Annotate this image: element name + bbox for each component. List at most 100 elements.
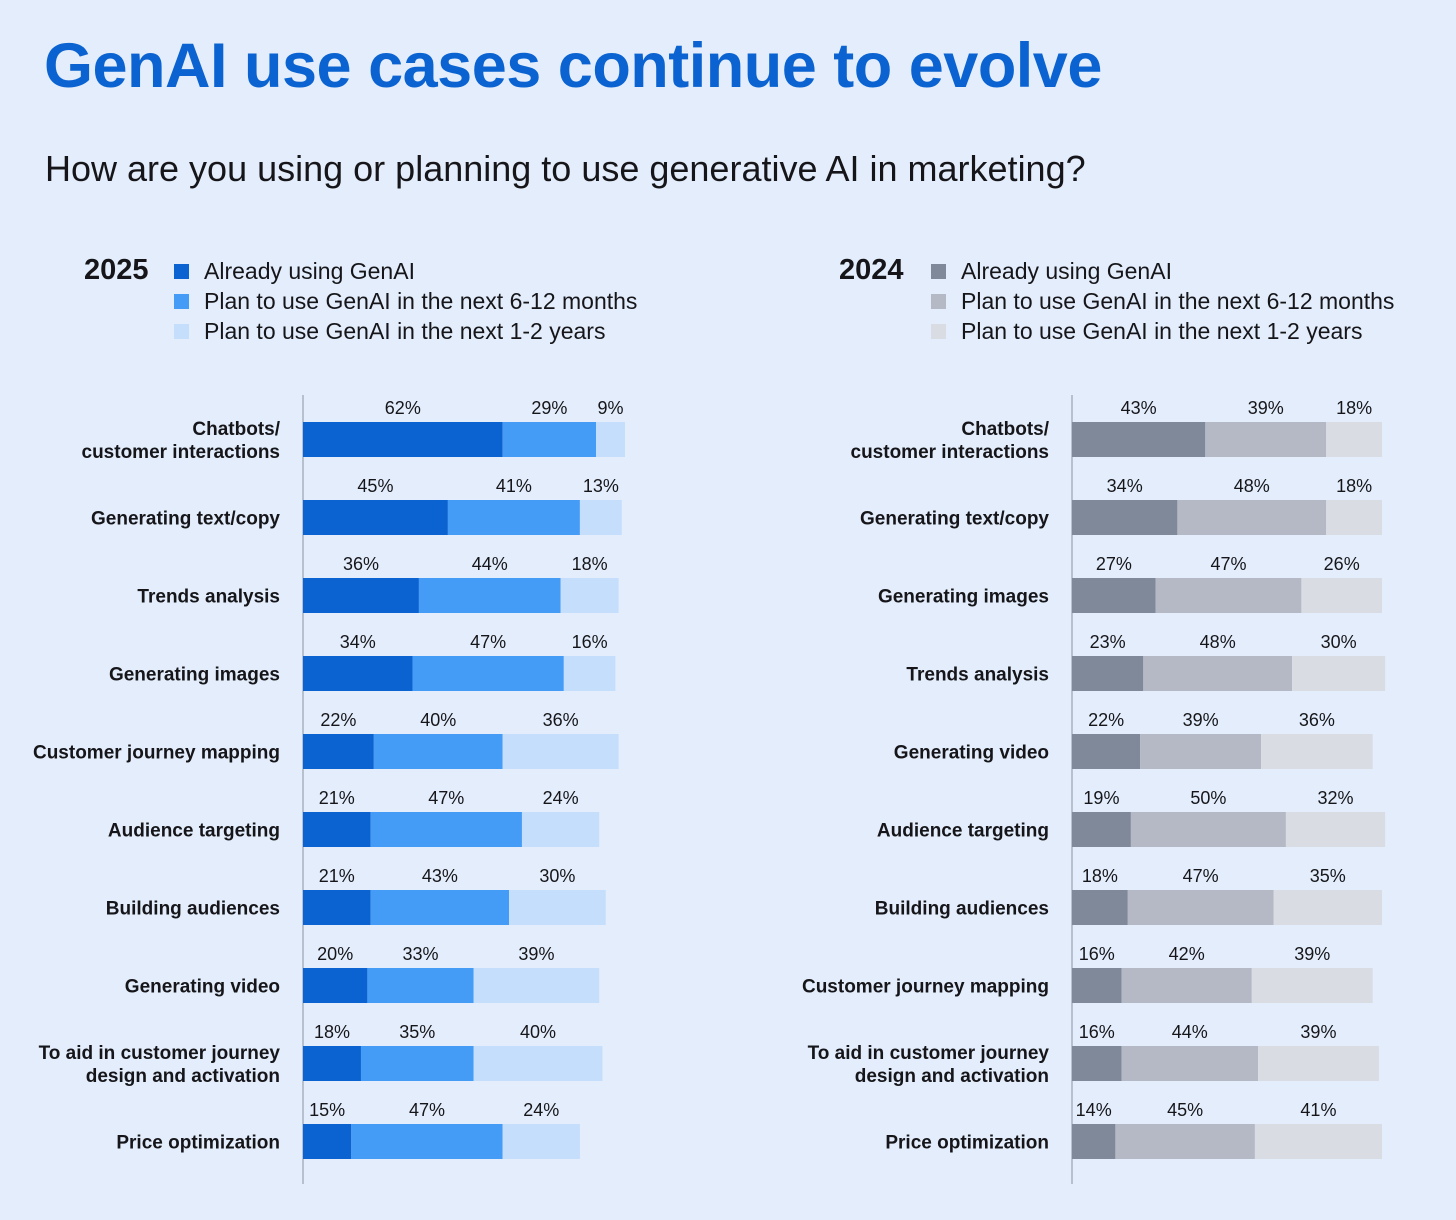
data-label: 29%	[531, 398, 567, 418]
data-label: 47%	[409, 1100, 445, 1120]
data-label: 24%	[523, 1100, 559, 1120]
category-label: Generating video	[125, 977, 280, 998]
bar-segment	[1072, 1124, 1116, 1159]
category-label: Customer journey mapping	[33, 743, 280, 764]
bar-segment	[303, 422, 503, 457]
data-label: 47%	[1183, 866, 1219, 886]
category-label: Generating images	[878, 587, 1049, 608]
year-label-2025: 2025	[84, 254, 149, 286]
data-label: 43%	[1121, 398, 1157, 418]
category-label: Building audiences	[875, 899, 1049, 920]
bar-segment	[367, 968, 474, 1003]
category-label: Audience targeting	[108, 821, 280, 842]
data-label: 20%	[317, 944, 353, 964]
data-label: 45%	[1167, 1100, 1203, 1120]
legend-swatch	[174, 323, 189, 339]
bar-segment	[1301, 578, 1382, 613]
category-label: Generating text/copy	[91, 509, 280, 530]
legend-label: Already using GenAI	[961, 257, 1172, 284]
legend-swatch	[174, 293, 189, 309]
legend-swatch	[174, 263, 189, 279]
data-label: 30%	[539, 866, 575, 886]
data-label: 43%	[422, 866, 458, 886]
data-label: 40%	[520, 1022, 556, 1042]
data-label: 18%	[1336, 476, 1372, 496]
legend-item: Already using GenAI	[174, 256, 637, 286]
data-label: 9%	[598, 398, 624, 418]
bar-segment	[1251, 968, 1373, 1003]
data-label: 39%	[1294, 944, 1330, 964]
data-label: 18%	[314, 1022, 350, 1042]
bar-segment	[303, 500, 448, 535]
legend-swatch	[931, 293, 946, 309]
category-label: Trends analysis	[137, 587, 280, 608]
legend-item: Plan to use GenAI in the next 6-12 month…	[174, 286, 637, 316]
bar-segment	[1205, 422, 1327, 457]
page-title: GenAI use cases continue to evolve	[44, 31, 1102, 101]
bar-segment	[1155, 578, 1302, 613]
bar-segment	[473, 968, 600, 1003]
bar-segment	[509, 890, 606, 925]
data-label: 36%	[343, 554, 379, 574]
bar-segment	[1326, 422, 1382, 457]
data-label: 34%	[1107, 476, 1143, 496]
legend-label: Already using GenAI	[204, 257, 415, 284]
bar-segment	[1072, 422, 1206, 457]
bar-segment	[1072, 812, 1131, 847]
bar-segment	[303, 968, 368, 1003]
data-label: 21%	[319, 788, 355, 808]
bar-segment	[360, 1046, 474, 1081]
data-label: 16%	[1079, 944, 1115, 964]
category-label: To aid in customer journey design and act…	[808, 1043, 1050, 1087]
data-label: 39%	[1248, 398, 1284, 418]
legend-item: Plan to use GenAI in the next 1-2 years	[174, 316, 637, 346]
bar-segment	[1072, 578, 1156, 613]
bar-segment	[373, 734, 503, 769]
year-label-2024: 2024	[839, 254, 904, 286]
legend-item: Plan to use GenAI in the next 1-2 years	[931, 316, 1394, 346]
data-label: 13%	[583, 476, 619, 496]
bar-segment	[303, 734, 374, 769]
bar-segment	[502, 1124, 580, 1159]
bar-segment	[1115, 1124, 1255, 1159]
bar-segment	[412, 656, 564, 691]
category-label: Customer journey mapping	[802, 977, 1049, 998]
category-label: Generating video	[894, 743, 1049, 764]
bar-segment	[303, 1046, 361, 1081]
data-label: 15%	[309, 1100, 345, 1120]
bar-segment	[1143, 656, 1293, 691]
data-label: 35%	[399, 1022, 435, 1042]
bar-segment	[1072, 890, 1128, 925]
data-label: 48%	[1200, 632, 1236, 652]
bar-segment	[1121, 968, 1252, 1003]
bar-segment	[1254, 1124, 1382, 1159]
data-label: 18%	[1336, 398, 1372, 418]
bar-segment	[1273, 890, 1382, 925]
bar-segment	[579, 500, 622, 535]
data-label: 18%	[572, 554, 608, 574]
data-label: 45%	[357, 476, 393, 496]
page-subtitle: How are you using or planning to use gen…	[45, 148, 1086, 189]
bar-segment	[521, 812, 600, 847]
bar-segment	[1127, 890, 1274, 925]
data-label: 24%	[543, 788, 579, 808]
bar-segment	[303, 890, 371, 925]
bar-segment	[1261, 734, 1373, 769]
data-label: 14%	[1076, 1100, 1112, 1120]
data-label: 16%	[572, 632, 608, 652]
data-label: 33%	[403, 944, 439, 964]
data-label: 18%	[1082, 866, 1118, 886]
bar-segment	[303, 656, 413, 691]
data-label: 35%	[1310, 866, 1346, 886]
data-label: 26%	[1324, 554, 1360, 574]
bar-segment	[1072, 734, 1141, 769]
legend-item: Already using GenAI	[931, 256, 1394, 286]
category-label: Trends analysis	[906, 665, 1049, 686]
data-label: 23%	[1090, 632, 1126, 652]
data-label: 27%	[1096, 554, 1132, 574]
bar-segment	[447, 500, 580, 535]
bar-segment	[1130, 812, 1286, 847]
category-label: Chatbots/customer interactions	[851, 419, 1050, 463]
data-label: 62%	[385, 398, 421, 418]
